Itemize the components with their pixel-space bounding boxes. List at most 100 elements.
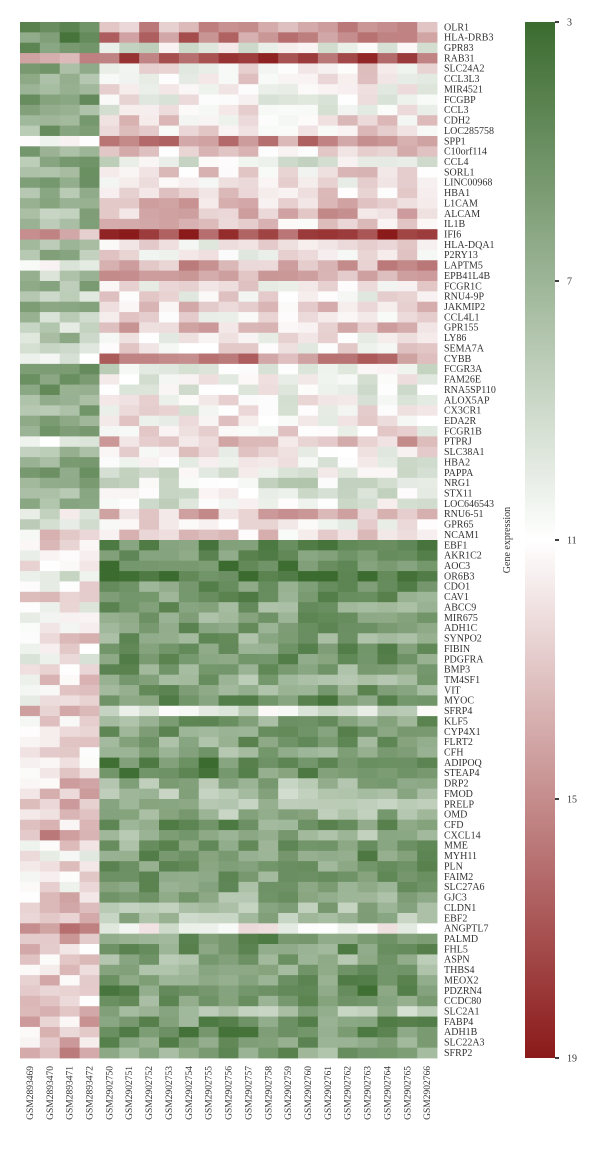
heatmap-cell (238, 850, 259, 862)
heatmap-cell (357, 778, 378, 790)
heatmap-cell (39, 488, 61, 499)
row-label: OMD (444, 810, 467, 821)
heatmap-cell (337, 674, 359, 686)
heatmap-cell (119, 405, 140, 417)
heatmap-cell (337, 695, 359, 707)
heatmap-cell (397, 695, 418, 707)
heatmap-cell (238, 985, 259, 997)
heatmap-cell (417, 923, 438, 935)
heatmap-cell (99, 115, 120, 126)
row-label: FCGR1C (444, 281, 482, 292)
heatmap-cell (377, 716, 398, 727)
heatmap-cell (39, 995, 61, 1007)
heatmap-cell (119, 94, 140, 106)
heatmap-cell (317, 457, 339, 468)
heatmap-cell (218, 198, 239, 209)
heatmap-cell (238, 125, 259, 137)
row-label: ALOX5AP (444, 395, 490, 406)
heatmap-cell (317, 788, 339, 800)
heatmap-cell (159, 819, 180, 831)
heatmap-cell (357, 488, 378, 499)
heatmap-cell (119, 571, 140, 582)
heatmap-cell (337, 871, 359, 883)
heatmap-cell (417, 633, 438, 644)
heatmap-cell (377, 902, 398, 914)
heatmap-cell (218, 208, 239, 220)
heatmap-cell (79, 902, 100, 914)
heatmap-cell (238, 757, 259, 769)
heatmap-cell (298, 653, 319, 665)
heatmap-cell (417, 353, 438, 365)
heatmap-cell (258, 778, 279, 790)
heatmap-cell (99, 892, 120, 903)
heatmap-cell (139, 1026, 160, 1038)
heatmap-cell (278, 923, 299, 935)
heatmap-cell (238, 540, 259, 551)
heatmap-cell (317, 591, 339, 603)
heatmap-cell (218, 291, 239, 303)
heatmap-cell (20, 871, 41, 883)
heatmap-cell (159, 995, 180, 1007)
heatmap-cell (298, 788, 319, 800)
heatmap-cell (238, 602, 259, 613)
heatmap-cell (59, 125, 80, 137)
heatmap-cell (139, 788, 160, 800)
heatmap-cell (99, 995, 120, 1007)
heatmap-cell (278, 975, 299, 986)
heatmap-cell (337, 881, 359, 893)
heatmap-cell (337, 747, 359, 758)
heatmap-cell (198, 964, 219, 976)
heatmap-cell (178, 94, 200, 106)
heatmap-cell (139, 384, 160, 396)
heatmap-cell (198, 187, 219, 199)
heatmap-cell (417, 519, 438, 531)
heatmap-cell (357, 270, 378, 282)
heatmap-cell (238, 467, 259, 479)
heatmap-cell (397, 498, 418, 510)
heatmap-cell (258, 674, 279, 686)
heatmap-cell (159, 1047, 180, 1059)
heatmap-cell (20, 933, 41, 945)
heatmap-cell (159, 529, 180, 541)
heatmap-cell (198, 167, 219, 178)
heatmap-cell (218, 716, 239, 727)
heatmap-cell (238, 726, 259, 738)
heatmap-cell (218, 985, 239, 997)
heatmap-cell (417, 591, 438, 603)
row-label: CCDC80 (444, 996, 481, 1007)
heatmap-cell (39, 135, 61, 147)
heatmap-cell (397, 850, 418, 862)
heatmap-cell (178, 881, 200, 893)
heatmap-cell (278, 954, 299, 966)
heatmap-cell (278, 757, 299, 769)
heatmap-cell (59, 540, 80, 551)
heatmap-cell (377, 394, 398, 406)
heatmap-cell (59, 881, 80, 893)
heatmap-cell (238, 716, 259, 727)
heatmap-cell (139, 146, 160, 158)
heatmap-cell (178, 135, 200, 147)
heatmap-cell (417, 975, 438, 986)
heatmap-cell (258, 446, 279, 458)
heatmap-cell (159, 653, 180, 665)
heatmap-cell (119, 799, 140, 810)
heatmap-cell (139, 674, 160, 686)
heatmap-cell (218, 229, 239, 240)
heatmap-cell (357, 809, 378, 821)
heatmap-cell (178, 270, 200, 282)
row-label: FABP4 (444, 1017, 473, 1028)
heatmap-cell (59, 281, 80, 292)
heatmap-cell (159, 22, 180, 33)
heatmap-cell (417, 436, 438, 448)
heatmap-cell (377, 799, 398, 810)
heatmap-cell (397, 53, 418, 64)
heatmap-cell (139, 560, 160, 572)
heatmap-cell (238, 612, 259, 624)
heatmap-cell (20, 488, 41, 499)
heatmap-cell (218, 622, 239, 634)
heatmap-cell (178, 229, 200, 240)
heatmap-cell (397, 591, 418, 603)
heatmap-cell (178, 146, 200, 158)
heatmap-cell (20, 198, 41, 209)
heatmap-cell (337, 218, 359, 230)
